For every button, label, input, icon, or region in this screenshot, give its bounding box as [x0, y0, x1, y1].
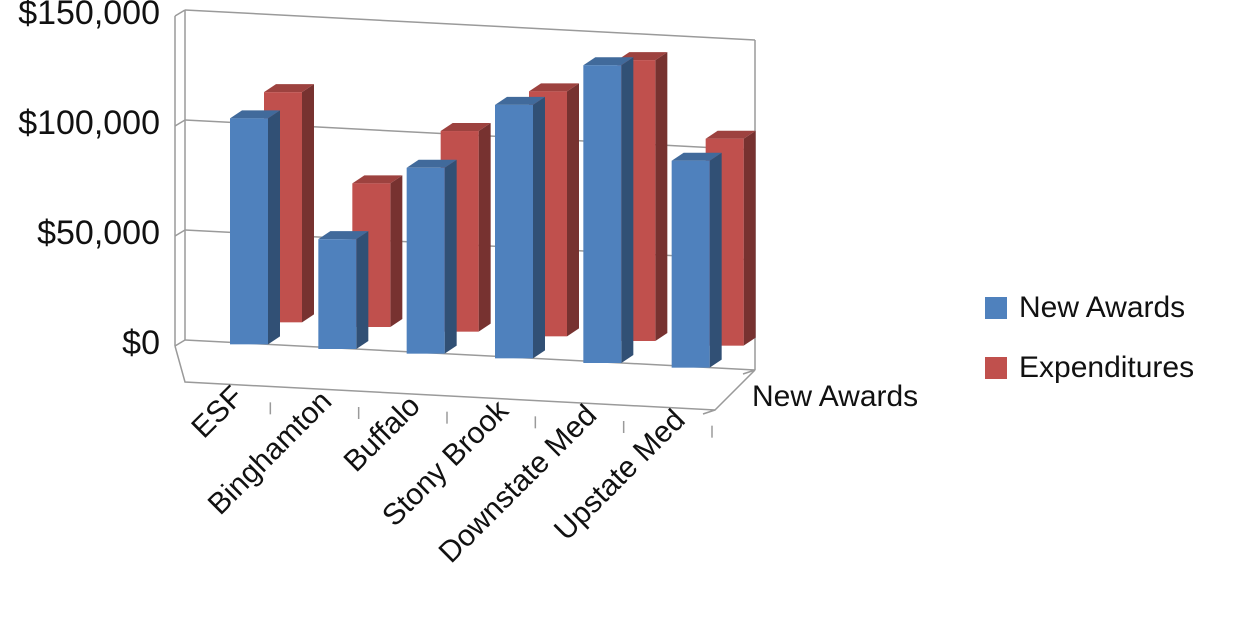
- bar-side: [655, 52, 668, 341]
- bar-top: [440, 123, 491, 132]
- bar-front: [406, 167, 445, 354]
- bar-top: [671, 152, 722, 161]
- bar-top: [495, 96, 545, 105]
- bar: [671, 152, 722, 368]
- gridline-side: [174, 119, 186, 127]
- depth-axis-label: New Awards: [752, 380, 918, 413]
- bar: [406, 159, 457, 354]
- y-tick-label: $100,000: [18, 104, 160, 142]
- bar-top: [264, 84, 314, 93]
- x-tick-label: Buffalo: [338, 389, 427, 478]
- bar-top: [529, 83, 579, 92]
- bar: [230, 110, 280, 345]
- gridline-side: [174, 339, 186, 347]
- bar-side: [533, 96, 545, 359]
- x-tick-label: Downstate Med: [433, 399, 604, 570]
- gridline: [184, 9, 756, 41]
- bar-top: [406, 159, 457, 168]
- bar-front: [671, 160, 710, 368]
- bar-side: [743, 130, 756, 346]
- legend-swatch-series-2: [985, 357, 1007, 379]
- bar-top: [583, 57, 634, 66]
- depth-tick: [702, 409, 716, 415]
- bars: [230, 52, 756, 368]
- bar-side: [390, 175, 403, 327]
- bar-top: [705, 130, 756, 139]
- gridline: [184, 339, 756, 371]
- bar-side: [478, 123, 491, 332]
- bar: [318, 231, 369, 349]
- bar-side: [268, 110, 280, 345]
- bar-side: [709, 152, 722, 368]
- bar-front: [318, 239, 357, 349]
- x-tick-label: ESF: [185, 380, 250, 445]
- legend-item-series-2: Expenditures: [985, 338, 1194, 398]
- bar-top: [318, 231, 369, 240]
- bar: [495, 96, 545, 359]
- bar-side: [356, 231, 369, 349]
- bar: [583, 57, 634, 363]
- gridline-side: [174, 9, 186, 17]
- legend-item-series-1: New Awards: [985, 278, 1194, 338]
- bar-top: [230, 110, 280, 119]
- bar-front: [230, 118, 268, 345]
- bar-front: [583, 65, 622, 363]
- legend-label-series-2: Expenditures: [1019, 351, 1195, 384]
- legend: New Awards Expenditures: [985, 278, 1194, 398]
- depth-tick: [742, 369, 756, 375]
- bar-side: [302, 84, 314, 323]
- bar: [705, 130, 756, 346]
- bar: [264, 84, 314, 323]
- bar-side: [444, 159, 457, 354]
- bar-side: [567, 83, 579, 337]
- gridline-side: [174, 229, 186, 237]
- y-tick-label: $50,000: [37, 214, 160, 252]
- legend-swatch-series-1: [985, 297, 1007, 319]
- legend-label-series-1: New Awards: [1019, 291, 1186, 324]
- y-tick-label: $150,000: [18, 0, 160, 32]
- y-tick-label: $0: [122, 324, 160, 362]
- floor-outline: [174, 345, 756, 411]
- bar-front: [495, 104, 533, 359]
- bar-top: [352, 175, 403, 184]
- bar-side: [621, 57, 634, 363]
